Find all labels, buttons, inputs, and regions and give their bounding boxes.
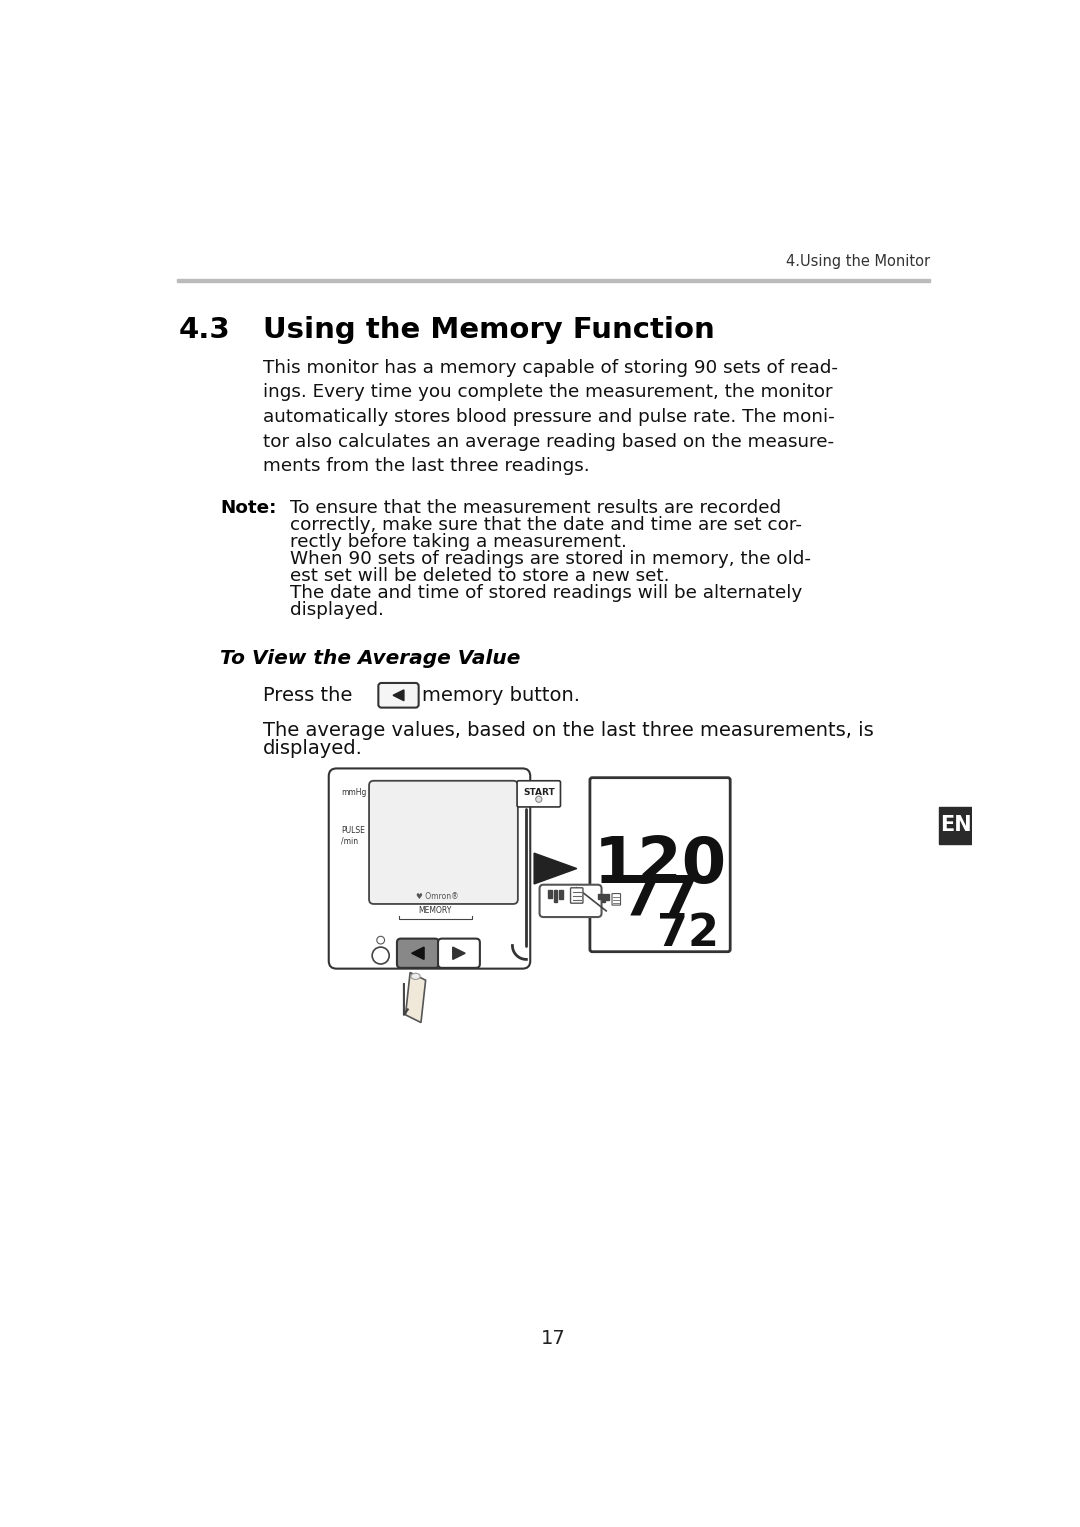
Polygon shape: [453, 947, 465, 959]
Text: The date and time of stored readings will be alternately: The date and time of stored readings wil…: [291, 583, 802, 602]
FancyBboxPatch shape: [328, 768, 530, 968]
Bar: [548, 890, 552, 898]
Text: ♥ Omron®: ♥ Omron®: [416, 892, 459, 901]
FancyBboxPatch shape: [612, 893, 621, 906]
Text: 4.Using the Monitor: 4.Using the Monitor: [786, 255, 930, 269]
Text: memory button.: memory button.: [422, 686, 580, 705]
FancyBboxPatch shape: [570, 887, 583, 902]
Bar: [177, 279, 930, 282]
Text: 72: 72: [657, 913, 718, 956]
FancyBboxPatch shape: [540, 884, 602, 918]
Text: est set will be deleted to store a new set.: est set will be deleted to store a new s…: [291, 567, 670, 585]
Text: The average values, based on the last three measurements, is: The average values, based on the last th…: [262, 721, 874, 739]
Bar: [559, 890, 563, 899]
Text: 120: 120: [594, 834, 727, 896]
Text: START: START: [523, 788, 555, 797]
FancyBboxPatch shape: [369, 780, 517, 904]
Text: Note:: Note:: [220, 499, 276, 518]
Bar: [606, 893, 609, 899]
Polygon shape: [535, 854, 577, 884]
FancyBboxPatch shape: [397, 939, 438, 968]
Text: 4.3: 4.3: [178, 316, 230, 344]
Circle shape: [377, 936, 384, 944]
Text: displayed.: displayed.: [262, 739, 363, 759]
Polygon shape: [393, 690, 404, 701]
Circle shape: [373, 947, 389, 964]
Text: mmHg: mmHg: [341, 788, 366, 797]
Bar: [550, 892, 554, 899]
Polygon shape: [582, 901, 592, 912]
FancyBboxPatch shape: [590, 777, 730, 951]
Text: This monitor has a memory capable of storing 90 sets of read-
ings. Every time y: This monitor has a memory capable of sto…: [262, 359, 838, 475]
Bar: [561, 892, 565, 901]
Text: 17: 17: [541, 1328, 566, 1348]
Bar: [940, 806, 972, 844]
Text: To ensure that the measurement results are recorded: To ensure that the measurement results a…: [291, 499, 781, 518]
FancyBboxPatch shape: [378, 683, 419, 707]
Text: To View the Average Value: To View the Average Value: [220, 649, 521, 669]
FancyBboxPatch shape: [438, 939, 480, 968]
Polygon shape: [411, 947, 424, 959]
Bar: [555, 892, 559, 904]
Text: MEMORY: MEMORY: [419, 906, 453, 915]
Polygon shape: [405, 973, 426, 1023]
Text: Press the: Press the: [262, 686, 352, 705]
Text: correctly, make sure that the date and time are set cor-: correctly, make sure that the date and t…: [291, 516, 802, 534]
Text: Using the Memory Function: Using the Memory Function: [262, 316, 715, 344]
Bar: [554, 890, 557, 902]
Bar: [603, 893, 606, 901]
FancyBboxPatch shape: [517, 780, 561, 806]
Ellipse shape: [410, 973, 420, 979]
FancyBboxPatch shape: [567, 889, 581, 906]
Bar: [598, 893, 602, 898]
Text: displayed.: displayed.: [291, 600, 383, 618]
Text: PULSE
/min: PULSE /min: [341, 826, 365, 846]
Text: When 90 sets of readings are stored in memory, the old-: When 90 sets of readings are stored in m…: [291, 550, 811, 568]
Text: 77: 77: [621, 872, 699, 927]
Text: rectly before taking a measurement.: rectly before taking a measurement.: [291, 533, 626, 551]
Text: EN: EN: [940, 815, 972, 835]
Circle shape: [536, 796, 542, 802]
